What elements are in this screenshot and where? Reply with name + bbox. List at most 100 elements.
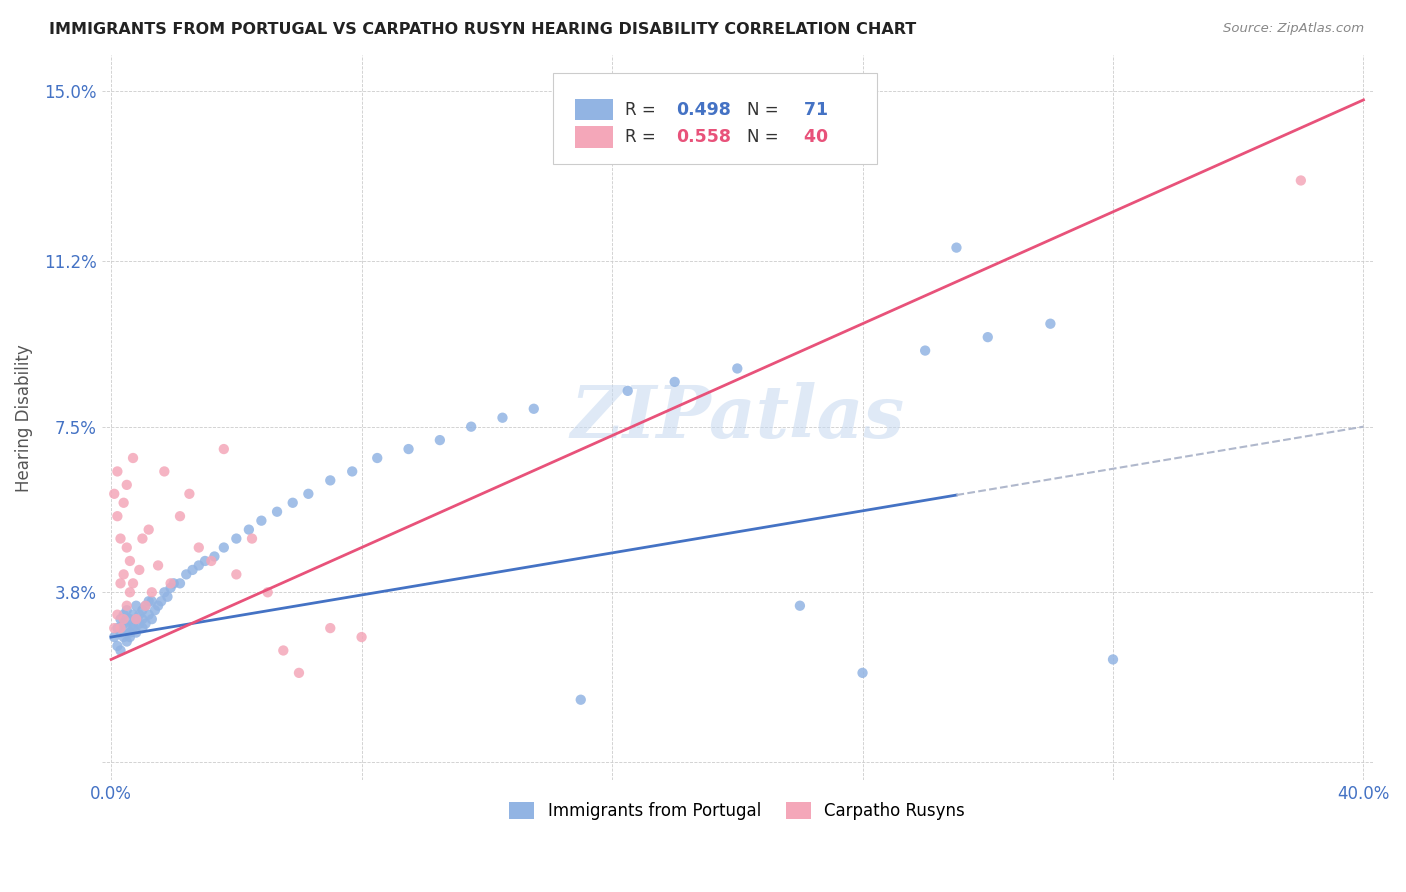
Point	[143, 603, 166, 617]
Point	[664, 375, 686, 389]
Point	[523, 401, 546, 416]
Text: 0.558: 0.558	[676, 128, 731, 146]
Point	[179, 487, 201, 501]
Point	[131, 621, 153, 635]
Point	[110, 643, 132, 657]
Point	[200, 554, 222, 568]
Point	[103, 621, 125, 635]
Point	[115, 634, 138, 648]
Point	[1102, 652, 1125, 666]
Point	[131, 603, 153, 617]
Point	[118, 630, 141, 644]
Point	[169, 509, 191, 524]
Point	[112, 612, 135, 626]
Point	[138, 594, 160, 608]
Text: IMMIGRANTS FROM PORTUGAL VS CARPATHO RUSYN HEARING DISABILITY CORRELATION CHART: IMMIGRANTS FROM PORTUGAL VS CARPATHO RUS…	[49, 22, 917, 37]
Point	[141, 612, 163, 626]
Point	[460, 419, 482, 434]
Point	[118, 625, 141, 640]
Point	[125, 612, 148, 626]
Point	[112, 630, 135, 644]
Point	[135, 616, 157, 631]
Point	[118, 585, 141, 599]
Point	[187, 541, 209, 555]
Point	[1289, 173, 1312, 187]
Point	[122, 616, 145, 631]
Point	[128, 607, 150, 622]
Point	[250, 514, 273, 528]
Point	[225, 532, 247, 546]
Point	[174, 567, 197, 582]
Point	[135, 599, 157, 613]
Point	[105, 639, 128, 653]
Point	[103, 630, 125, 644]
Point	[138, 607, 160, 622]
FancyBboxPatch shape	[553, 73, 877, 164]
Point	[138, 523, 160, 537]
Point	[725, 361, 748, 376]
Point	[977, 330, 1000, 344]
Point	[366, 450, 388, 465]
Point	[122, 450, 145, 465]
Point	[914, 343, 936, 358]
Text: N =: N =	[748, 102, 785, 120]
Point	[122, 607, 145, 622]
Text: ZIPatlas: ZIPatlas	[571, 382, 904, 453]
Text: 0.498: 0.498	[676, 102, 731, 120]
Point	[118, 554, 141, 568]
Point	[105, 465, 128, 479]
Point	[115, 478, 138, 492]
Point	[115, 541, 138, 555]
Point	[340, 465, 363, 479]
Point	[115, 603, 138, 617]
Point	[789, 599, 811, 613]
Point	[281, 496, 304, 510]
Point	[273, 643, 295, 657]
Point	[118, 612, 141, 626]
Point	[115, 599, 138, 613]
Point	[169, 576, 191, 591]
Point	[128, 563, 150, 577]
Point	[225, 567, 247, 582]
Point	[128, 616, 150, 631]
Text: Source: ZipAtlas.com: Source: ZipAtlas.com	[1223, 22, 1364, 36]
Point	[266, 505, 288, 519]
Point	[204, 549, 226, 564]
Point	[122, 621, 145, 635]
Point	[297, 487, 319, 501]
Point	[429, 433, 451, 447]
Point	[569, 692, 592, 706]
Point	[156, 590, 179, 604]
Point	[181, 563, 204, 577]
Point	[238, 523, 260, 537]
Point	[187, 558, 209, 573]
Point	[125, 625, 148, 640]
Text: 40: 40	[799, 128, 828, 146]
Point	[240, 532, 263, 546]
Point	[110, 621, 132, 635]
Point	[319, 474, 342, 488]
Point	[163, 576, 186, 591]
Text: N =: N =	[748, 128, 785, 146]
Point	[288, 665, 311, 680]
Point	[491, 410, 513, 425]
Point	[112, 616, 135, 631]
Point	[103, 487, 125, 501]
Point	[112, 607, 135, 622]
Point	[141, 585, 163, 599]
Point	[112, 567, 135, 582]
Point	[122, 576, 145, 591]
Point	[146, 599, 169, 613]
Point	[125, 612, 148, 626]
Legend: Immigrants from Portugal, Carpatho Rusyns: Immigrants from Portugal, Carpatho Rusyn…	[503, 795, 972, 826]
Y-axis label: Hearing Disability: Hearing Disability	[15, 343, 32, 491]
FancyBboxPatch shape	[575, 99, 613, 120]
Point	[212, 541, 235, 555]
Point	[105, 509, 128, 524]
Point	[319, 621, 342, 635]
Point	[616, 384, 638, 398]
Point	[945, 241, 967, 255]
Point	[112, 496, 135, 510]
Point	[110, 612, 132, 626]
Point	[153, 465, 176, 479]
